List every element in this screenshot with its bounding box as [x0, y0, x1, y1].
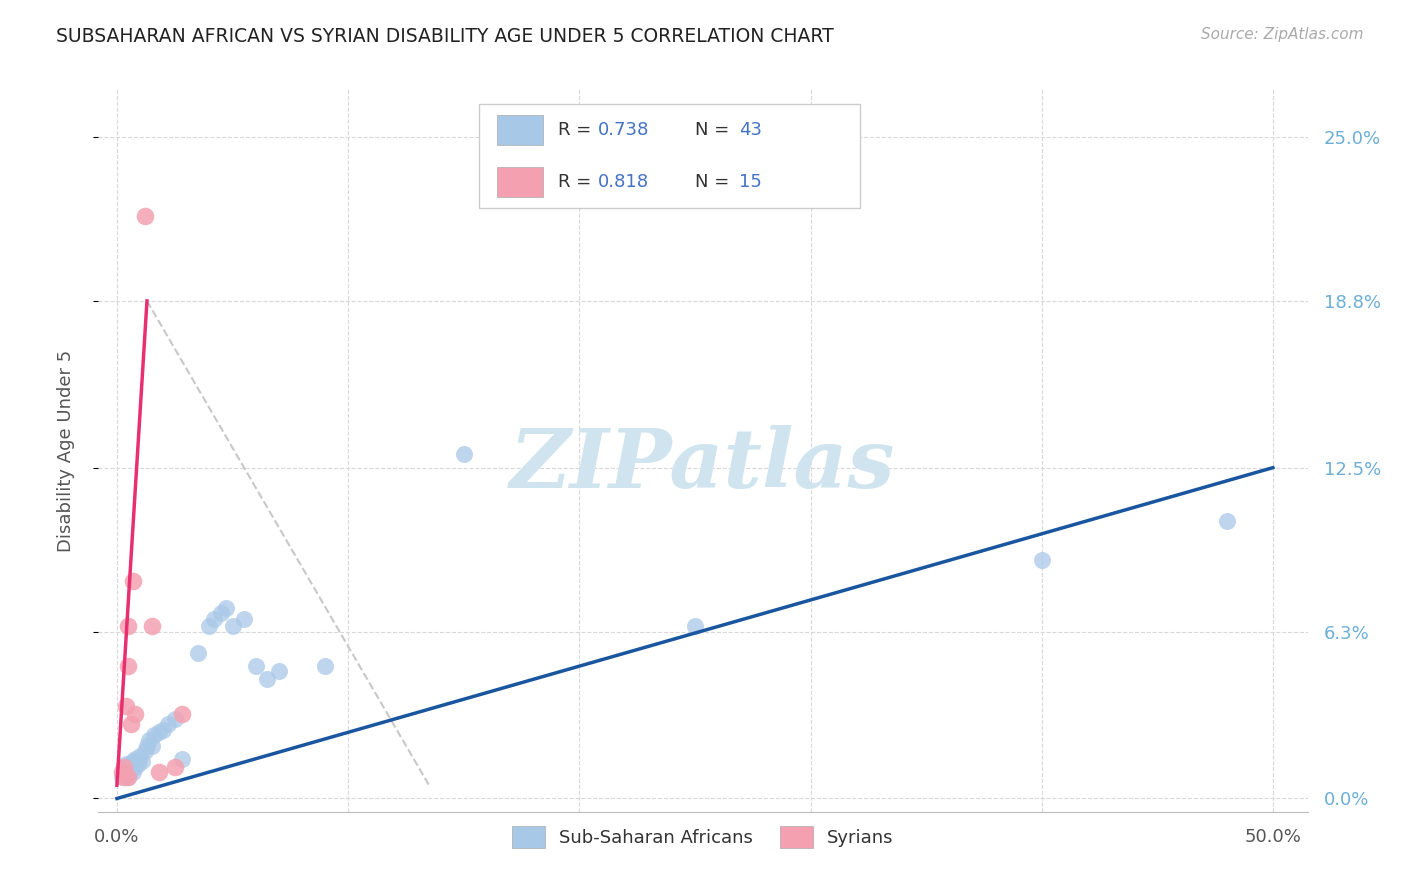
Text: 15: 15 [740, 173, 762, 191]
Point [112, 760, 135, 774]
Point [314, 659, 336, 673]
Point [117, 760, 139, 774]
Point [124, 706, 146, 721]
Point [170, 706, 193, 721]
Point [233, 611, 256, 625]
Point [148, 725, 170, 739]
Point [120, 717, 142, 731]
Text: ZIPatlas: ZIPatlas [510, 425, 896, 505]
Point [115, 698, 138, 713]
Point [124, 760, 146, 774]
Point [214, 601, 236, 615]
Point [129, 749, 152, 764]
Point [209, 606, 232, 620]
Point [156, 717, 179, 731]
Point [110, 764, 132, 779]
Point [115, 767, 138, 781]
Point [148, 764, 170, 779]
Point [1215, 514, 1237, 528]
Point [117, 764, 139, 779]
Point [122, 755, 145, 769]
Point [131, 755, 153, 769]
Point [683, 619, 706, 633]
Text: 0.738: 0.738 [598, 120, 650, 139]
Point [221, 619, 243, 633]
Point [117, 770, 139, 784]
Point [141, 619, 163, 633]
Point [112, 770, 135, 784]
Y-axis label: Disability Age Under 5: Disability Age Under 5 [56, 350, 75, 551]
Text: R =: R = [558, 120, 598, 139]
Point [163, 712, 186, 726]
Point [120, 763, 142, 777]
Text: N =: N = [695, 173, 734, 191]
Point [142, 728, 165, 742]
Point [141, 739, 163, 753]
Point [163, 760, 186, 774]
Point [170, 752, 193, 766]
Point [134, 744, 156, 758]
Point [120, 757, 142, 772]
Point [198, 619, 221, 633]
Text: R =: R = [558, 173, 598, 191]
Text: 0.818: 0.818 [598, 173, 650, 191]
Point [117, 659, 139, 673]
Text: N =: N = [695, 120, 734, 139]
Point [138, 733, 160, 747]
Point [202, 611, 225, 625]
Text: SUBSAHARAN AFRICAN VS SYRIAN DISABILITY AGE UNDER 5 CORRELATION CHART: SUBSAHARAN AFRICAN VS SYRIAN DISABILITY … [56, 27, 834, 45]
Point [453, 447, 475, 461]
Point [110, 770, 132, 784]
Point [122, 764, 145, 779]
Bar [498, 167, 543, 197]
Bar [498, 115, 543, 145]
Text: 43: 43 [740, 120, 762, 139]
Point [112, 764, 135, 779]
Point [256, 673, 278, 687]
Point [127, 757, 149, 772]
Point [1031, 553, 1053, 567]
Text: Source: ZipAtlas.com: Source: ZipAtlas.com [1201, 27, 1364, 42]
Point [267, 665, 290, 679]
Point [115, 757, 138, 772]
Point [245, 659, 267, 673]
Point [134, 209, 156, 223]
Legend: Sub-Saharan Africans, Syrians: Sub-Saharan Africans, Syrians [503, 817, 903, 857]
Point [117, 770, 139, 784]
Point [187, 646, 209, 660]
Point [122, 574, 145, 589]
Point [115, 763, 138, 777]
Point [136, 739, 159, 753]
Point [152, 723, 174, 737]
FancyBboxPatch shape [479, 103, 860, 209]
Point [124, 752, 146, 766]
Point [112, 760, 135, 774]
Point [117, 619, 139, 633]
